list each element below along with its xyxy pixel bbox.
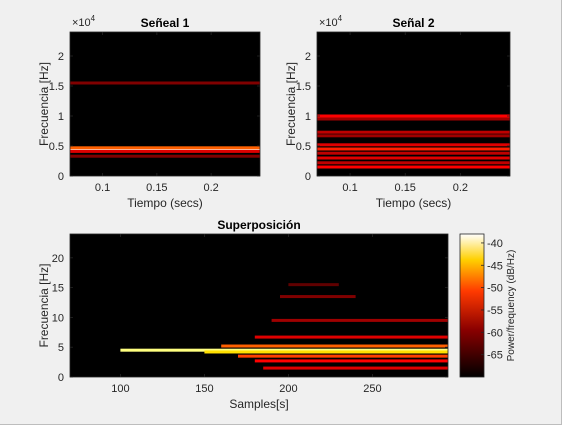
spectrogram-band xyxy=(317,151,510,155)
x-tick-label: 200 xyxy=(279,383,297,395)
y-tick-label: 0.5 xyxy=(296,141,311,153)
y-tick-label: 15 xyxy=(52,283,64,295)
spectrogram-band xyxy=(317,134,510,138)
colorbar-label: Power/frequency (dB/Hz) xyxy=(506,250,517,362)
y-tick-label: 1.5 xyxy=(296,81,311,93)
x-tick-label: 100 xyxy=(111,383,129,395)
spectrogram-band xyxy=(317,156,510,160)
spectrogram-band xyxy=(70,81,260,85)
spectrogram-band xyxy=(280,295,356,299)
spectrogram-band xyxy=(254,359,448,363)
y-tick-label: 20 xyxy=(52,253,64,265)
chart-title: Superposición xyxy=(217,218,300,232)
colorbar-gradient xyxy=(459,233,485,378)
y-tick-label: 5 xyxy=(58,342,64,354)
spectrogram-band xyxy=(288,283,339,287)
spectrogram-band xyxy=(204,350,448,354)
y-tick-label: 0.5 xyxy=(49,141,64,153)
y-axis-label: Frecuencia [Hz] xyxy=(37,62,51,146)
axes-box xyxy=(69,31,261,177)
spectrogram-band xyxy=(70,149,260,153)
x-tick-label: 0.1 xyxy=(342,182,357,194)
x-axis-label: Tiempo (secs) xyxy=(376,196,452,210)
axes-box xyxy=(316,31,511,177)
x-tick-label: 0.2 xyxy=(453,182,468,194)
x-tick-label: 250 xyxy=(363,383,381,395)
chart-2: 0.1 0.15 0.2 0 0.5 1 1.5 2 Señal 2 Tiempo (secs) F… xyxy=(284,14,511,210)
y-tick-label: 1 xyxy=(305,111,311,123)
chart-title: Señeal 1 xyxy=(141,16,190,30)
spectrogram-band xyxy=(317,114,510,118)
colorbar-tick-label: -55 xyxy=(487,305,503,317)
x-tick-label: 0.1 xyxy=(95,182,110,194)
spectrogram-band xyxy=(317,161,510,165)
y-axis-label: Frecuencia [Hz] xyxy=(37,263,51,347)
plot-area xyxy=(70,32,260,176)
x-axis-label: Tiempo (secs) xyxy=(127,196,203,210)
spectrogram-band xyxy=(317,165,510,169)
chart-title: Señal 2 xyxy=(392,16,434,30)
spectrogram-band xyxy=(238,354,448,358)
spectrogram-band xyxy=(120,348,449,352)
spectrogram-band xyxy=(317,143,510,147)
spectrogram-band xyxy=(317,130,510,134)
colorbar-tick-label: -65 xyxy=(487,350,503,362)
chart-3: 100 150 200 250 0 5 10 15 20 Superposición Samples… xyxy=(37,218,517,411)
spectrogram-band xyxy=(317,117,510,121)
y-tick-label: 2 xyxy=(58,51,64,63)
y-tick-label: 1 xyxy=(58,111,64,123)
y-tick-label: 10 xyxy=(52,312,64,324)
spectrogram-band xyxy=(317,147,510,151)
spectrogram-band xyxy=(70,148,260,152)
x-tick-label: 0.2 xyxy=(203,182,218,194)
spectrogram-band xyxy=(70,146,260,150)
spectrogram-band xyxy=(221,344,448,348)
colorbar-tick-label: -45 xyxy=(487,260,503,272)
x-axis-label: Samples[s] xyxy=(229,397,288,411)
x-tick-label: 0.15 xyxy=(395,182,416,194)
y-tick-label: 2 xyxy=(305,51,311,63)
spectrogram-band xyxy=(263,366,448,370)
spectrogram-band xyxy=(70,154,260,158)
y-tick-label: 0 xyxy=(58,171,64,183)
chart-1: 0.1 0.15 0.2 0 0.5 1 1.5 2 Señeal 1 Tiempo (secs)… xyxy=(37,14,261,210)
colorbar-tick-label: -40 xyxy=(487,238,503,250)
spectrogram-band xyxy=(271,318,448,322)
y-tick-label: 0 xyxy=(58,372,64,384)
x-tick-label: 0.15 xyxy=(146,182,167,194)
colorbar-tick-label: -50 xyxy=(487,283,503,295)
axis-exponent: ×104 xyxy=(72,14,96,29)
axis-exponent: ×104 xyxy=(319,14,343,29)
y-tick-label: 0 xyxy=(305,171,311,183)
y-axis-label: Frecuencia [Hz] xyxy=(284,62,298,146)
x-tick-label: 150 xyxy=(195,383,213,395)
spectrogram-band xyxy=(254,335,448,339)
axes-box xyxy=(69,233,449,378)
colorbar-tick-label: -60 xyxy=(487,327,503,339)
y-tick-label: 1.5 xyxy=(49,81,64,93)
colorbar: -40 -45 -50 -55 -60 -65 Power/frequency (dB/Hz… xyxy=(459,233,517,378)
